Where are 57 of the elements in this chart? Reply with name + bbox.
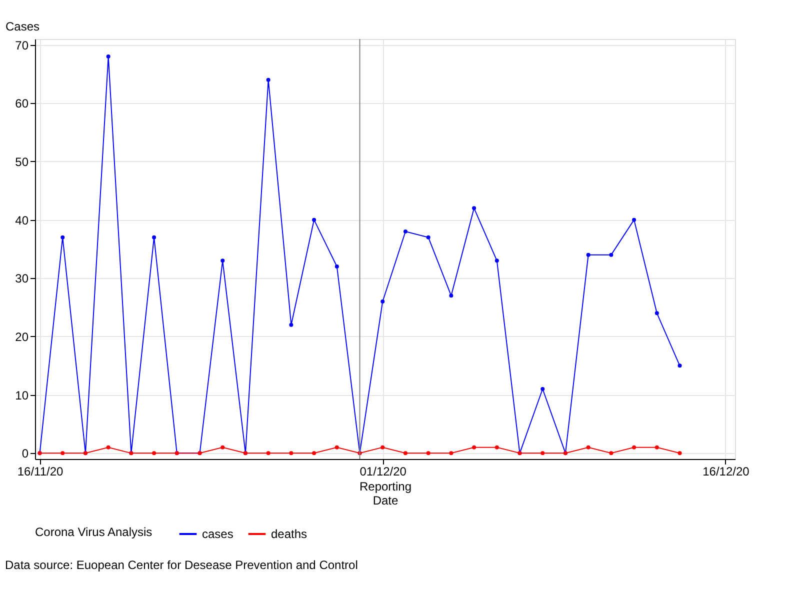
point (106, 445, 110, 450)
point (403, 230, 408, 234)
point (152, 235, 156, 240)
point (540, 387, 545, 391)
point (586, 445, 590, 450)
point (678, 451, 682, 456)
point (106, 54, 110, 58)
source-note: Data source: Euopean Center for Desease Prevention and Control (5, 558, 358, 572)
point (426, 451, 430, 456)
x-tick-label: 16/11/20 (17, 464, 64, 478)
point (334, 445, 339, 450)
point (449, 451, 454, 456)
y-tick-label: 40 (15, 213, 29, 228)
point (654, 311, 659, 316)
point (472, 206, 476, 210)
point (289, 451, 294, 456)
point (60, 235, 65, 240)
y-tick-label: 0 (22, 446, 29, 461)
point (632, 218, 636, 222)
point (609, 252, 614, 257)
point (426, 235, 430, 240)
point (334, 264, 339, 268)
y-tick-label: 30 (15, 272, 29, 286)
point (152, 451, 156, 456)
point (678, 364, 682, 368)
legend-label: deaths (271, 527, 308, 541)
point (60, 451, 65, 456)
y-axis-title: Cases (6, 20, 40, 34)
y-tick-label: 60 (15, 96, 29, 111)
point (449, 294, 454, 298)
y-tick-label: 50 (15, 155, 29, 169)
point (654, 445, 659, 450)
point (586, 252, 590, 257)
point (609, 451, 614, 456)
point (266, 78, 270, 82)
point (494, 258, 499, 263)
y-tick-label: 10 (15, 388, 29, 402)
point (540, 451, 545, 456)
legend-title: Corona Virus Analysis (35, 525, 152, 539)
point (312, 451, 316, 456)
point (472, 445, 476, 450)
point (380, 300, 385, 304)
x-axis-title: Reporting Date (359, 480, 412, 508)
point (632, 445, 636, 450)
y-tick-label: 20 (15, 330, 29, 344)
point (380, 445, 385, 450)
point (403, 451, 408, 456)
point (220, 445, 225, 450)
x-tick-label: 16/12/20 (702, 464, 750, 478)
point (494, 445, 499, 450)
y-tick-label: 70 (15, 38, 29, 52)
point (289, 322, 294, 327)
legend-label: cases (202, 527, 234, 541)
point (312, 218, 316, 222)
point (220, 258, 225, 263)
x-tick-label: 01/12/20 (360, 464, 407, 478)
point (266, 451, 270, 456)
